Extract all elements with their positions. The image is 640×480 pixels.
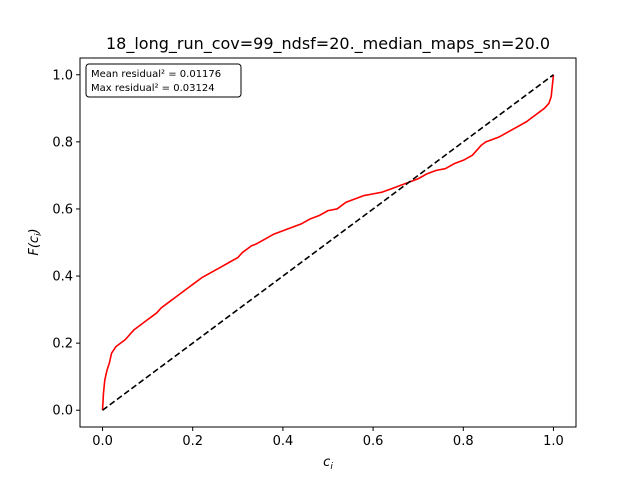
x-tick-label: 0.4 [273,434,294,449]
y-tick-label: 1.0 [52,68,73,83]
axes-frame [79,57,577,428]
x-axis-label-subscript: i [330,462,333,472]
y-axis-ticks: 0.0 0.2 0.4 0.6 0.8 1.0 [52,68,80,419]
reference-diagonal-line [102,74,554,411]
y-axis-label-main: F(c [27,236,42,256]
x-tick-label: 0.6 [363,434,384,449]
x-axis-ticks: 0.0 0.2 0.4 0.6 0.8 1.0 [92,427,564,449]
y-axis-label-close: ) [27,228,42,234]
x-tick-label: 1.0 [543,434,564,449]
y-tick-label: 0.2 [52,337,73,352]
y-axis-label-subscript: i [34,233,44,236]
x-tick-label: 0.0 [92,434,113,449]
y-tick-label: 0.0 [52,404,73,419]
x-tick-label: 0.2 [182,434,203,449]
x-axis-label-main: c [323,455,330,470]
x-axis-label: ci [323,455,333,472]
cdf-series-line [101,74,555,411]
max-residual-text: Max residual² = 0.03124 [91,83,215,94]
y-tick-label: 0.4 [52,270,73,285]
annotation-box [85,63,242,98]
y-tick-label: 0.6 [52,202,73,217]
legend-box: Mean residual² = 0.01176 Max residual² =… [85,63,242,98]
series-layer [101,74,555,411]
y-axis-label: F(ci) [27,228,44,255]
x-tick-label: 0.8 [453,434,474,449]
plot-area [79,57,577,428]
y-tick-label: 0.8 [52,135,73,150]
mean-residual-text: Mean residual² = 0.01176 [91,69,221,80]
chart-title: 18_long_run_cov=99_ndsf=20._median_maps_… [106,34,550,54]
